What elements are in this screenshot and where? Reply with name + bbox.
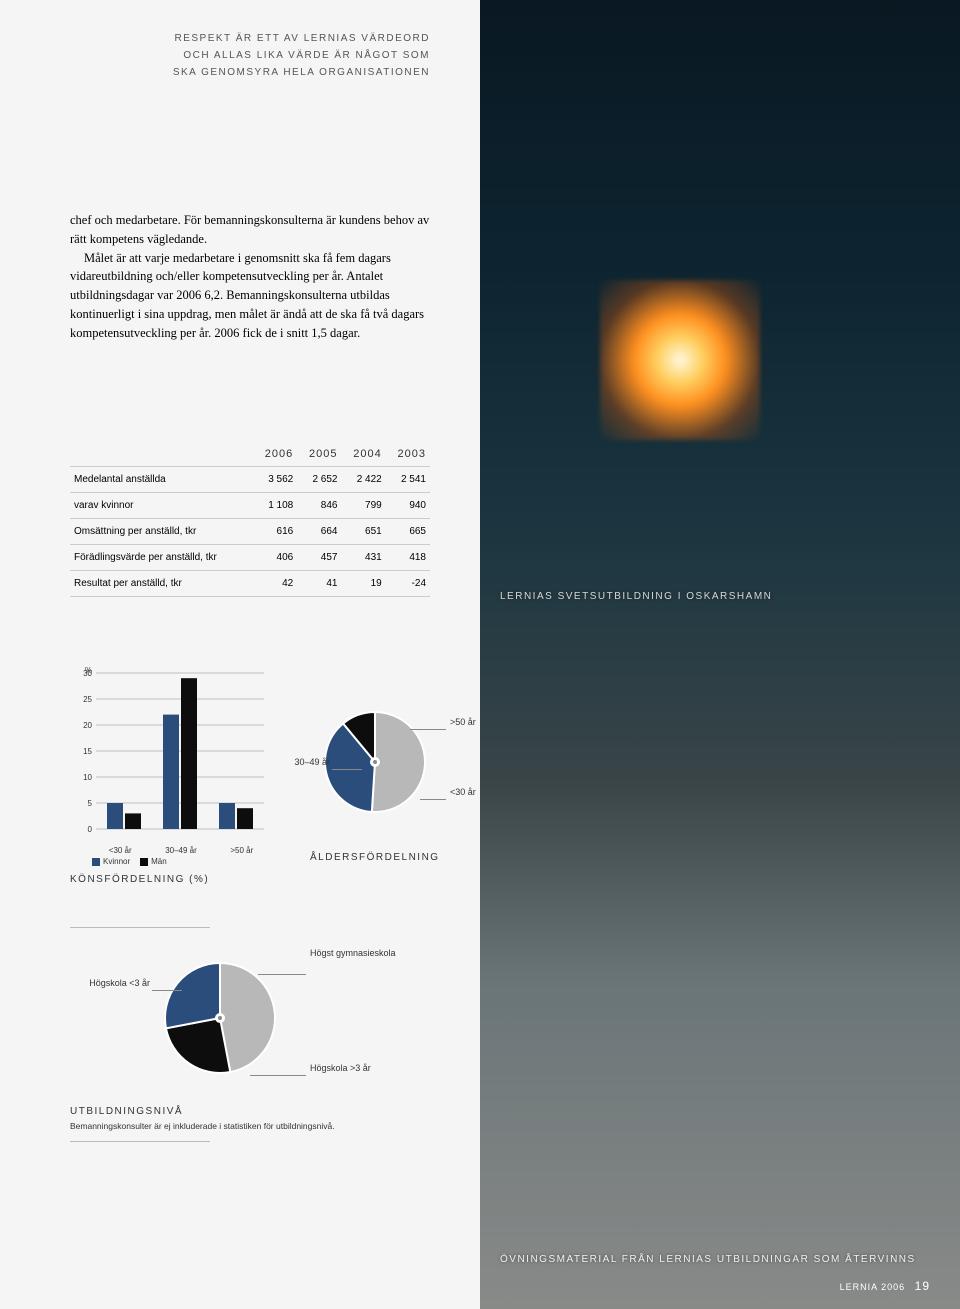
row-label: Resultat per anställd, tkr bbox=[70, 571, 253, 597]
cell: 42 bbox=[253, 571, 297, 597]
row-label: Omsättning per anställd, tkr bbox=[70, 519, 253, 545]
cell: 1 108 bbox=[253, 493, 297, 519]
pie-label: 30–49 år bbox=[270, 757, 330, 767]
age-pie-chart: 30–49 år >50 år <30 år ÅLDERSFÖRDELNING bbox=[310, 707, 490, 863]
svg-text:15: 15 bbox=[83, 747, 92, 756]
paragraph: Målet är att varje medarbetare i genomsn… bbox=[70, 249, 430, 343]
cell: 19 bbox=[341, 571, 385, 597]
table-row: Omsättning per anställd, tkr616664651665 bbox=[70, 519, 430, 545]
chart-title: UTBILDNINGSNIVÅ bbox=[70, 1106, 335, 1117]
pie-slice bbox=[165, 963, 220, 1028]
cell: 799 bbox=[341, 493, 385, 519]
cell: 2 422 bbox=[341, 467, 385, 493]
quote-line: RESPEKT ÄR ETT AV LERNIAS VÄRDEORD bbox=[70, 30, 430, 47]
chart-note: Bemanningskonsulter är ej inkluderade i … bbox=[70, 1121, 335, 1131]
left-column: RESPEKT ÄR ETT AV LERNIAS VÄRDEORD OCH A… bbox=[0, 0, 480, 1158]
table-row: Resultat per anställd, tkr424119-24 bbox=[70, 571, 430, 597]
cell: 418 bbox=[386, 545, 430, 571]
axis-label: 30–49 år bbox=[165, 846, 197, 855]
cell: 846 bbox=[297, 493, 341, 519]
bar bbox=[219, 803, 235, 829]
charts-row: 051015202530% <30 år30–49 år>50 år Kvinn… bbox=[70, 667, 430, 897]
pie-label: >50 år bbox=[450, 717, 476, 727]
bar bbox=[163, 715, 179, 829]
axis-label: <30 år bbox=[109, 846, 132, 855]
cell: 651 bbox=[341, 519, 385, 545]
cell: -24 bbox=[386, 571, 430, 597]
cell: 41 bbox=[297, 571, 341, 597]
cell: 664 bbox=[297, 519, 341, 545]
cell: 665 bbox=[386, 519, 430, 545]
pie-label: Högskola <3 år bbox=[70, 978, 150, 988]
pie-label: Högskola >3 år bbox=[310, 1063, 371, 1073]
bar bbox=[107, 803, 123, 829]
table-row: Medelantal anställda3 5622 6522 4222 541 bbox=[70, 467, 430, 493]
divider bbox=[70, 1141, 210, 1142]
cell: 616 bbox=[253, 519, 297, 545]
page-number: 19 bbox=[915, 1279, 930, 1293]
cell: 2 541 bbox=[386, 467, 430, 493]
pie-slice bbox=[220, 963, 275, 1072]
legend-label: Kvinnor bbox=[103, 857, 130, 866]
table-header: 2003 bbox=[386, 442, 430, 467]
bar bbox=[181, 678, 197, 829]
page-footer: LERNIA 2006 19 bbox=[840, 1279, 930, 1293]
svg-text:%: % bbox=[85, 667, 92, 675]
cell: 2 652 bbox=[297, 467, 341, 493]
footer-text: LERNIA 2006 bbox=[840, 1282, 906, 1292]
cell: 431 bbox=[341, 545, 385, 571]
body-text: chef och medarbetare. För bemanningskons… bbox=[70, 211, 430, 342]
quote-line: OCH ALLAS LIKA VÄRDE ÄR NÅGOT SOM bbox=[70, 47, 430, 64]
table-header: 2004 bbox=[341, 442, 385, 467]
photo-caption: ÖVNINGSMATERIAL FRÅN LERNIAS UTBILDNINGA… bbox=[500, 1254, 916, 1265]
table-row: Förädlingsvärde per anställd, tkr4064574… bbox=[70, 545, 430, 571]
legend-label: Män bbox=[151, 857, 167, 866]
bar bbox=[125, 814, 141, 830]
pie-label: <30 år bbox=[450, 787, 476, 797]
cell: 406 bbox=[253, 545, 297, 571]
table-header: 2005 bbox=[297, 442, 341, 467]
svg-text:0: 0 bbox=[88, 825, 93, 834]
svg-text:5: 5 bbox=[88, 799, 93, 808]
photo-caption: LERNIAS SVETSUTBILDNING I OSKARSHAMN bbox=[500, 591, 772, 602]
paragraph: chef och medarbetare. För bemanningskons… bbox=[70, 213, 429, 246]
table-row: varav kvinnor1 108846799940 bbox=[70, 493, 430, 519]
background-photo bbox=[480, 0, 960, 1309]
svg-text:20: 20 bbox=[83, 721, 92, 730]
table-header: 2006 bbox=[253, 442, 297, 467]
chart-title: ÅLDERSFÖRDELNING bbox=[310, 852, 490, 863]
svg-text:25: 25 bbox=[83, 695, 92, 704]
row-label: Förädlingsvärde per anställd, tkr bbox=[70, 545, 253, 571]
header-quote: RESPEKT ÄR ETT AV LERNIAS VÄRDEORD OCH A… bbox=[70, 30, 430, 81]
cell: 457 bbox=[297, 545, 341, 571]
gender-bar-chart: 051015202530% <30 år30–49 år>50 år Kvinn… bbox=[70, 667, 270, 885]
row-label: Medelantal anställda bbox=[70, 467, 253, 493]
cell: 3 562 bbox=[253, 467, 297, 493]
education-pie-chart: Högst gymnasieskola Högskola >3 år Högsk… bbox=[70, 928, 430, 1158]
svg-text:10: 10 bbox=[83, 773, 92, 782]
quote-line: SKA GENOMSYRA HELA ORGANISATIONEN bbox=[70, 64, 430, 81]
bar bbox=[237, 808, 253, 829]
cell: 940 bbox=[386, 493, 430, 519]
axis-label: >50 år bbox=[230, 846, 253, 855]
chart-title: KÖNSFÖRDELNING (%) bbox=[70, 874, 270, 885]
stats-table: 2006200520042003 Medelantal anställda3 5… bbox=[70, 442, 430, 597]
pie-label: Högst gymnasieskola bbox=[310, 948, 400, 958]
row-label: varav kvinnor bbox=[70, 493, 253, 519]
